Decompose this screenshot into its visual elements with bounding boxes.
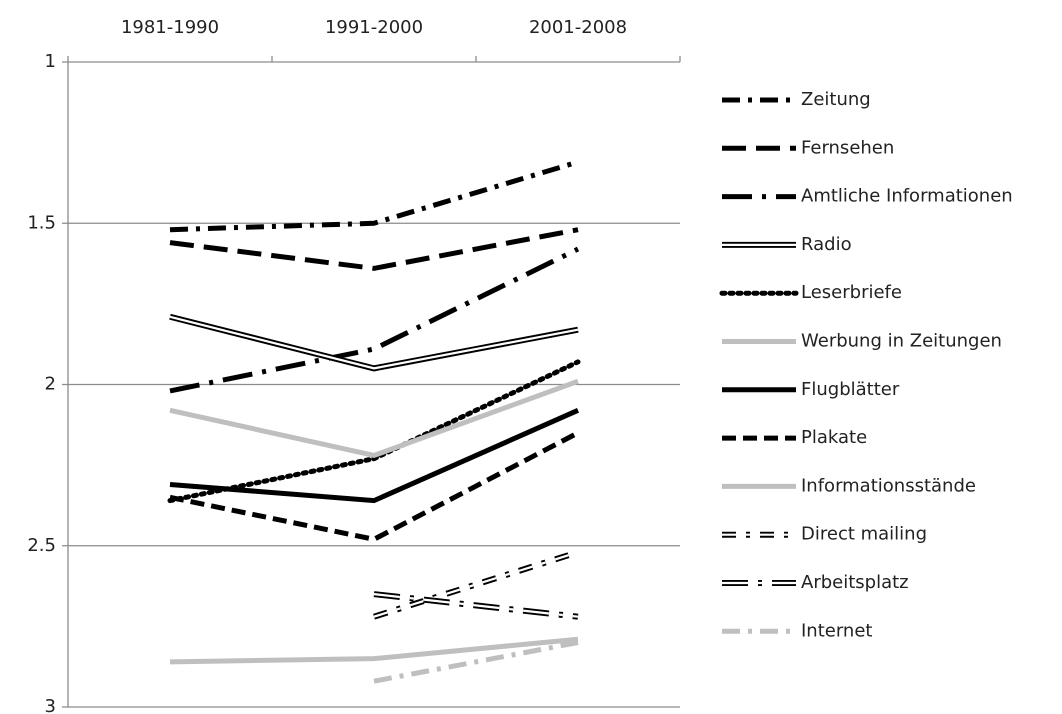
y-tick-label: 2 — [45, 374, 56, 395]
series-line — [169, 636, 579, 665]
legend-label: Zeitung — [801, 89, 871, 110]
legend-label: Plakate — [801, 427, 867, 448]
series-line — [169, 313, 579, 372]
y-tick-label: 2.5 — [27, 535, 56, 556]
line-inner — [169, 315, 579, 370]
legend-label: Arbeitsplatz — [801, 572, 909, 593]
series-line — [167, 359, 581, 504]
legend-label: Amtliche Informationen — [801, 186, 1013, 207]
legend-label: Informationsstände — [801, 475, 976, 496]
legend-label: Leserbriefe — [801, 282, 902, 303]
legend-label: Internet — [801, 620, 872, 641]
x-tick-label: 1981-1990 — [121, 17, 219, 38]
y-tick-label: 3 — [45, 696, 56, 714]
legend-label: Direct mailing — [801, 524, 927, 545]
series-line — [373, 640, 579, 684]
x-tick-label: 1991-2000 — [325, 17, 423, 38]
line-inner — [373, 551, 579, 618]
series-line — [169, 246, 580, 394]
legend-label: Fernsehen — [801, 137, 894, 158]
x-tick-label: 2001-2008 — [529, 17, 627, 38]
series-line — [169, 430, 580, 542]
y-tick-label: 1.5 — [27, 212, 56, 233]
y-tick-label: 1 — [45, 51, 56, 72]
legend-label: Werbung in Zeitungen — [801, 331, 1002, 352]
line-inner — [373, 593, 579, 618]
legend-label: Radio — [801, 234, 852, 255]
series-line — [169, 378, 579, 459]
series-line — [169, 159, 579, 233]
legend-label: Flugblätter — [801, 379, 900, 400]
series-line — [169, 227, 579, 271]
series-line — [169, 408, 580, 504]
